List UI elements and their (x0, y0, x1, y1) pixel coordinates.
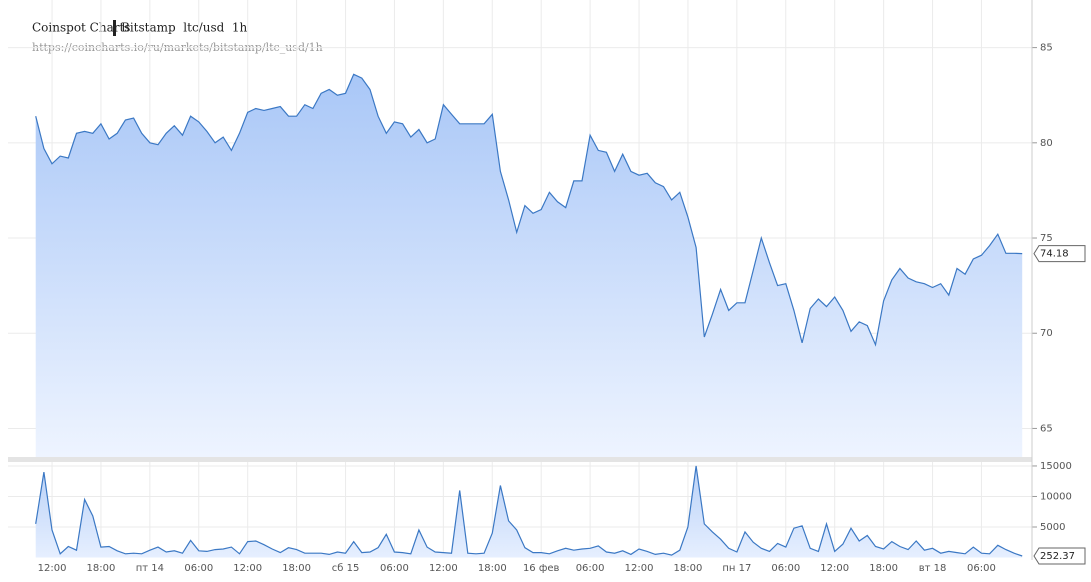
y-tick-label: 65 (1040, 423, 1053, 434)
x-tick-label: пн 17 (722, 563, 751, 574)
last-value-label: 252.37 (1040, 551, 1075, 562)
x-tick-label: 06:00 (576, 563, 605, 574)
x-tick-label: 18:00 (478, 563, 507, 574)
x-tick-label: вт 18 (919, 563, 947, 574)
y-tick-label: 70 (1040, 328, 1053, 339)
y-tick-label: 5000 (1040, 522, 1065, 533)
x-tick-label: пт 14 (136, 563, 164, 574)
brand: Coinspot Charts (32, 21, 130, 35)
x-tick-label: 06:00 (380, 563, 409, 574)
line (35, 465, 1023, 557)
y-tick-label: 10000 (1040, 491, 1072, 502)
area (35, 74, 1023, 458)
panel-separator (8, 457, 1032, 462)
market: Bitstamp ltc/usd 1h (121, 21, 248, 35)
y-tick-label: 75 (1040, 233, 1053, 244)
x-tick-label: 06:00 (771, 563, 800, 574)
x-tick-label: 12:00 (625, 563, 654, 574)
x-tick-label: 12:00 (233, 563, 262, 574)
y-tick-label: 80 (1040, 138, 1053, 149)
x-tick-label: 12:00 (429, 563, 458, 574)
line (35, 73, 1023, 347)
x-tick-label: 12:00 (820, 563, 849, 574)
x-tick-label: 06:00 (967, 563, 996, 574)
y-tick-label: 15000 (1040, 461, 1072, 472)
x-tick-label: 18:00 (87, 563, 116, 574)
x-tick-label: 16 фев (523, 563, 560, 574)
divider (113, 20, 116, 36)
area (35, 466, 1023, 558)
x-tick-label: сб 15 (332, 563, 360, 574)
last-value-box (1033, 547, 1086, 565)
x-tick-label: 18:00 (282, 563, 311, 574)
last-value-box (1033, 245, 1086, 263)
x-tick-label: 18:00 (674, 563, 703, 574)
x-tick-label: 18:00 (869, 563, 898, 574)
last-value-label: 74.18 (1040, 249, 1069, 260)
x-tick-label: 06:00 (184, 563, 213, 574)
y-tick-label: 85 (1040, 43, 1053, 54)
x-tick-label: 12:00 (38, 563, 67, 574)
